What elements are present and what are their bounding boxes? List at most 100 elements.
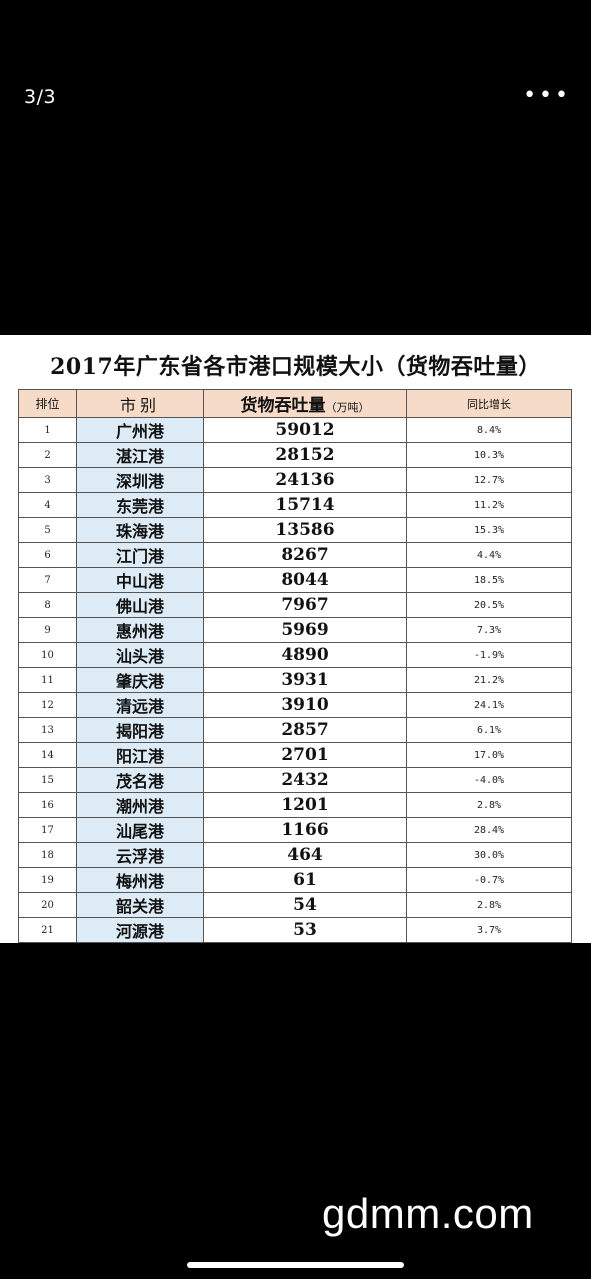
table-row: 8 佛山港 7967 20.5%	[18, 592, 572, 618]
growth-cell: 2.8%	[406, 792, 572, 818]
growth-cell: 3.7%	[406, 917, 572, 943]
header-rank: 排位	[18, 389, 77, 418]
rank-cell: 3	[18, 467, 77, 493]
table-row: 1 广州港 59012 8.4%	[18, 417, 572, 443]
volume-cell: 54	[203, 892, 407, 918]
rank-cell: 4	[18, 492, 77, 518]
rank-cell: 17	[18, 817, 77, 843]
table-row: 9 惠州港 5969 7.3%	[18, 617, 572, 643]
volume-cell: 15714	[203, 492, 407, 518]
city-cell: 清远港	[76, 692, 204, 718]
volume-cell: 2857	[203, 717, 407, 743]
growth-cell: 6.1%	[406, 717, 572, 743]
table-row: 4 东莞港 15714 11.2%	[18, 492, 572, 518]
volume-cell: 3931	[203, 667, 407, 693]
rank-cell: 10	[18, 642, 77, 668]
city-cell: 梅州港	[76, 867, 204, 893]
volume-cell: 1166	[203, 817, 407, 843]
table-row: 19 梅州港 61 -0.7%	[18, 867, 572, 893]
table-row: 16 潮州港 1201 2.8%	[18, 792, 572, 818]
city-cell: 潮州港	[76, 792, 204, 818]
rank-cell: 9	[18, 617, 77, 643]
table-row: 10 汕头港 4890 -1.9%	[18, 642, 572, 668]
site-watermark: gdmm.com	[322, 1190, 534, 1237]
volume-cell: 1201	[203, 792, 407, 818]
city-cell: 阳江港	[76, 742, 204, 768]
volume-cell: 4890	[203, 642, 407, 668]
growth-cell: 10.3%	[406, 442, 572, 468]
home-indicator[interactable]	[187, 1262, 404, 1268]
city-cell: 中山港	[76, 567, 204, 593]
growth-cell: 11.2%	[406, 492, 572, 518]
more-options-icon[interactable]: •••	[523, 83, 571, 108]
city-cell: 韶关港	[76, 892, 204, 918]
growth-cell: 18.5%	[406, 567, 572, 593]
growth-cell: -0.7%	[406, 867, 572, 893]
city-cell: 佛山港	[76, 592, 204, 618]
table-row: 12 清远港 3910 24.1%	[18, 692, 572, 718]
table-row: 6 江门港 8267 4.4%	[18, 542, 572, 568]
rank-cell: 11	[18, 667, 77, 693]
growth-cell: 15.3%	[406, 517, 572, 543]
city-cell: 河源港	[76, 917, 204, 943]
table-row: 21 河源港 53 3.7%	[18, 917, 572, 943]
volume-cell: 13586	[203, 517, 407, 543]
rank-cell: 13	[18, 717, 77, 743]
table-row: 5 珠海港 13586 15.3%	[18, 517, 572, 543]
rank-cell: 18	[18, 842, 77, 868]
city-cell: 汕头港	[76, 642, 204, 668]
growth-cell: -4.0%	[406, 767, 572, 793]
volume-cell: 5969	[203, 617, 407, 643]
rank-cell: 2	[18, 442, 77, 468]
city-cell: 广州港	[76, 417, 204, 443]
rank-cell: 19	[18, 867, 77, 893]
volume-cell: 8044	[203, 567, 407, 593]
header-volume-unit: （万吨）	[325, 401, 370, 414]
rank-cell: 5	[18, 517, 77, 543]
table-row: 3 深圳港 24136 12.7%	[18, 467, 572, 493]
growth-cell: 12.7%	[406, 467, 572, 493]
city-cell: 湛江港	[76, 442, 204, 468]
city-cell: 茂名港	[76, 767, 204, 793]
image-counter: 3/3	[24, 86, 57, 108]
growth-cell: 21.2%	[406, 667, 572, 693]
volume-cell: 2432	[203, 767, 407, 793]
table-title: 2017年广东省各市港口规模大小（货物吞吐量）	[50, 354, 541, 380]
volume-cell: 61	[203, 867, 407, 893]
rank-cell: 7	[18, 567, 77, 593]
growth-cell: 8.4%	[406, 417, 572, 443]
volume-cell: 3910	[203, 692, 407, 718]
header-volume-label: 货物吞吐量	[240, 396, 326, 416]
growth-cell: -1.9%	[406, 642, 572, 668]
volume-cell: 28152	[203, 442, 407, 468]
city-cell: 肇庆港	[76, 667, 204, 693]
city-cell: 东莞港	[76, 492, 204, 518]
table-row: 18 云浮港 464 30.0%	[18, 842, 572, 868]
city-cell: 云浮港	[76, 842, 204, 868]
city-cell: 汕尾港	[76, 817, 204, 843]
table-row: 2 湛江港 28152 10.3%	[18, 442, 572, 468]
table-row: 14 阳江港 2701 17.0%	[18, 742, 572, 768]
table-row: 20 韶关港 54 2.8%	[18, 892, 572, 918]
volume-cell: 59012	[203, 417, 407, 443]
header-volume: 货物吞吐量（万吨）	[203, 389, 407, 418]
rank-cell: 8	[18, 592, 77, 618]
rank-cell: 20	[18, 892, 77, 918]
rank-cell: 1	[18, 417, 77, 443]
table-row: 15 茂名港 2432 -4.0%	[18, 767, 572, 793]
port-ranking-table: 排位 市别 货物吞吐量（万吨） 同比增长 1 广州港 59012 8.4% 2 湛江港 28…	[18, 389, 572, 943]
table-header-row: 排位 市别 货物吞吐量（万吨） 同比增长	[18, 389, 572, 418]
city-cell: 深圳港	[76, 467, 204, 493]
rank-cell: 14	[18, 742, 77, 768]
volume-cell: 8267	[203, 542, 407, 568]
growth-cell: 24.1%	[406, 692, 572, 718]
table-row: 11 肇庆港 3931 21.2%	[18, 667, 572, 693]
table-row: 17 汕尾港 1166 28.4%	[18, 817, 572, 843]
rank-cell: 15	[18, 767, 77, 793]
photo-content[interactable]: 2017年广东省各市港口规模大小（货物吞吐量） 排位 市别 货物吞吐量（万吨） …	[0, 335, 591, 943]
table-row: 13 揭阳港 2857 6.1%	[18, 717, 572, 743]
header-city: 市别	[76, 389, 204, 418]
growth-cell: 7.3%	[406, 617, 572, 643]
volume-cell: 7967	[203, 592, 407, 618]
volume-cell: 53	[203, 917, 407, 943]
